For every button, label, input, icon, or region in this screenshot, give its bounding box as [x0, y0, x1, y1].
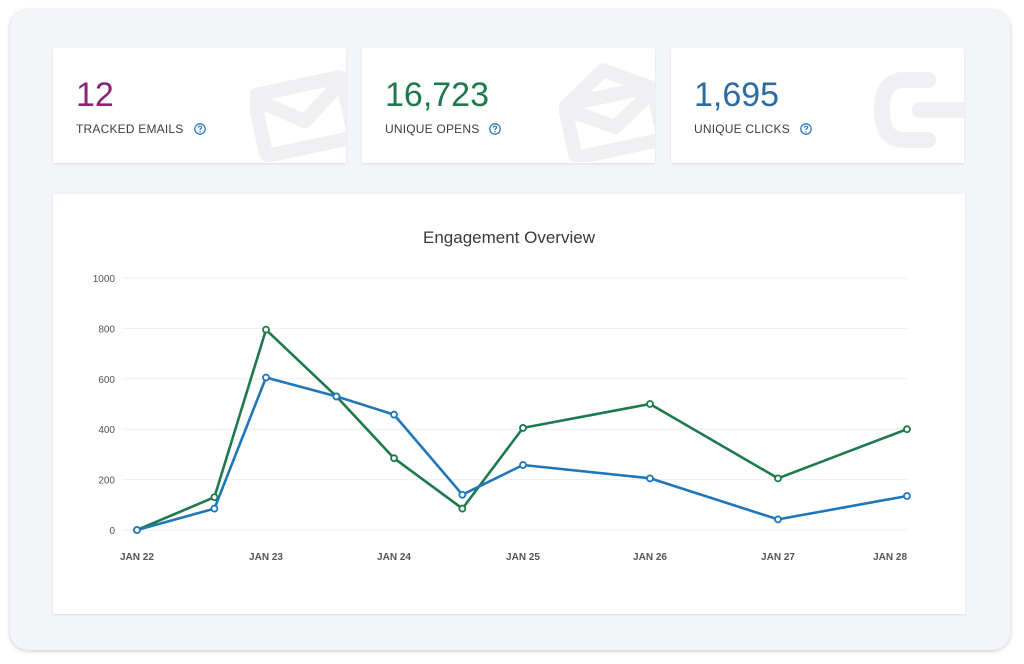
unique-clicks-card[interactable]: 1,695 UNIQUE CLICKS — [671, 48, 964, 163]
data-point — [903, 492, 911, 500]
data-point — [210, 504, 219, 513]
series-line — [136, 328, 908, 532]
unique-clicks-label-row: UNIQUE CLICKS — [694, 122, 812, 136]
data-point — [519, 461, 527, 469]
open-envelope-icon — [559, 63, 655, 162]
data-point — [903, 425, 911, 434]
tracked-emails-label: TRACKED EMAILS — [76, 122, 184, 136]
y-tick-label: 600 — [98, 375, 115, 386]
question-circle-icon[interactable] — [489, 123, 502, 135]
data-point — [210, 493, 219, 502]
tracked-emails-label-row: TRACKED EMAILS — [76, 122, 206, 136]
y-tick-label: 1000 — [93, 274, 116, 285]
x-tick-label: JAN 22 — [120, 552, 154, 563]
envelope-icon — [250, 70, 346, 162]
data-point — [646, 400, 654, 408]
unique-opens-card[interactable]: 16,723 UNIQUE OPENS — [362, 48, 655, 163]
x-tick-label: JAN 23 — [249, 552, 283, 563]
y-tick-label: 800 — [98, 324, 115, 335]
dashboard-frame: 12 TRACKED EMAILS 16,723 UNIQUE OPENS — [10, 10, 1010, 650]
chart-title: Engagement Overview — [423, 228, 595, 247]
unique-opens-label-row: UNIQUE OPENS — [385, 122, 502, 136]
engagement-chart-card: Engagement Overview 0 200 400 600 800 1000 JAN… — [53, 194, 965, 614]
question-circle-icon[interactable] — [800, 123, 812, 135]
x-tick-label: JAN 26 — [633, 552, 667, 563]
tracked-emails-card[interactable]: 12 TRACKED EMAILS — [53, 48, 346, 163]
data-point — [458, 504, 467, 513]
unique-opens-label: UNIQUE OPENS — [385, 122, 480, 136]
y-tick-label: 400 — [98, 425, 115, 436]
x-tick-label: JAN 25 — [506, 552, 540, 563]
data-point — [390, 454, 398, 463]
data-point — [262, 373, 270, 382]
data-point — [519, 424, 527, 432]
series-line — [136, 376, 908, 532]
unique-clicks-label: UNIQUE CLICKS — [694, 122, 790, 136]
y-tick-label: 200 — [98, 476, 115, 487]
x-tick-label: JAN 28 — [873, 552, 907, 563]
data-point — [133, 526, 141, 534]
x-tick-label: JAN 24 — [377, 552, 411, 563]
x-tick-label: JAN 27 — [761, 552, 795, 563]
unique-clicks-value: 1,695 — [694, 76, 780, 114]
engagement-chart[interactable]: 0 200 400 600 800 1000 JAN 22 JAN 23 JAN 24 JAN 2… — [53, 194, 965, 614]
unique-opens-value: 16,723 — [385, 76, 489, 114]
data-point — [390, 410, 398, 419]
y-tick-label: 0 — [109, 526, 115, 537]
cursor-click-icon — [873, 72, 964, 148]
question-circle-icon[interactable] — [193, 123, 206, 135]
data-point — [332, 392, 341, 401]
tracked-emails-value: 12 — [76, 76, 114, 114]
data-point — [458, 490, 467, 499]
data-point — [646, 474, 654, 483]
data-point — [774, 474, 782, 483]
data-point — [262, 325, 270, 334]
data-point — [774, 515, 782, 524]
